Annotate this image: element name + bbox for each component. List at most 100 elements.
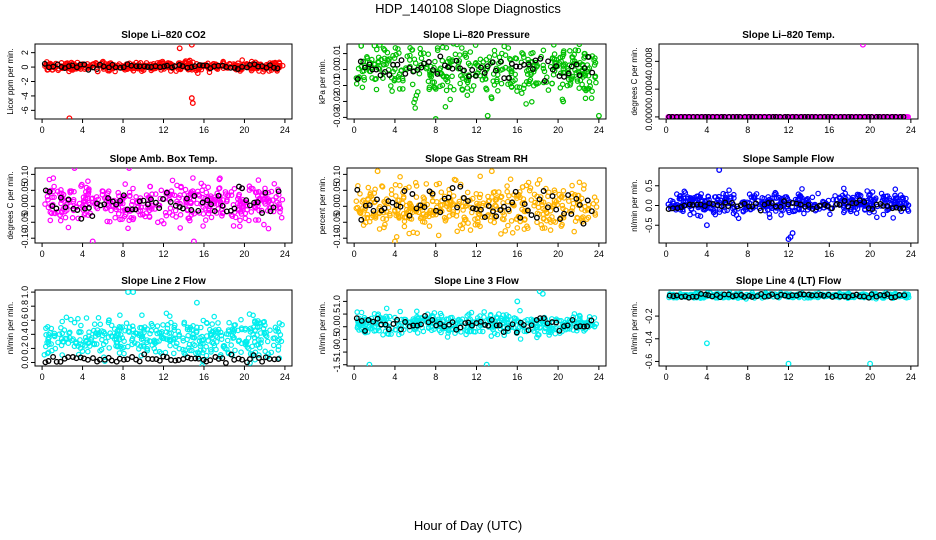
data-point	[382, 68, 388, 75]
data-point	[553, 44, 558, 45]
data-point	[824, 203, 831, 210]
data-point	[436, 318, 443, 324]
data-point	[895, 114, 901, 119]
data-point	[478, 64, 484, 71]
data-point	[203, 352, 210, 359]
data-point	[698, 198, 705, 205]
data-point	[477, 56, 484, 63]
data-point	[396, 86, 403, 92]
data-point	[251, 199, 258, 206]
data-point	[569, 208, 575, 214]
data-point	[389, 199, 396, 206]
data-point	[504, 325, 511, 332]
data-point	[138, 352, 145, 359]
data-point	[101, 201, 108, 208]
data-point	[466, 73, 473, 80]
data-point	[494, 88, 501, 94]
data-point	[452, 177, 459, 184]
data-point	[46, 176, 53, 183]
data-point	[148, 320, 155, 327]
data-point	[129, 354, 136, 360]
y-tick-label: 0.0	[644, 199, 654, 212]
data-point	[244, 359, 250, 366]
data-point	[517, 214, 524, 221]
data-point	[520, 321, 527, 328]
outlier-point	[71, 168, 78, 171]
outlier-point	[189, 100, 196, 107]
data-point	[57, 194, 64, 201]
data-point	[224, 198, 230, 205]
data-point	[498, 317, 505, 324]
data-point	[374, 196, 380, 203]
data-point	[705, 193, 712, 200]
data-point	[219, 62, 225, 68]
y-tick-label: -0.02	[332, 91, 342, 112]
data-point	[527, 185, 534, 191]
data-point	[178, 183, 184, 190]
data-point	[256, 352, 262, 358]
data-point	[275, 347, 282, 353]
data-point	[443, 87, 450, 94]
data-point	[768, 200, 775, 206]
data-points	[41, 44, 286, 119]
data-point	[270, 204, 277, 211]
data-point	[889, 205, 896, 212]
data-point	[41, 351, 48, 358]
x-tick-label: 12	[158, 249, 168, 259]
data-point	[273, 194, 280, 200]
data-point	[144, 326, 151, 332]
data-point	[109, 198, 116, 205]
data-point	[238, 349, 244, 356]
data-point	[76, 200, 83, 207]
data-point	[116, 350, 123, 356]
data-point	[569, 204, 576, 211]
data-point	[141, 351, 148, 358]
data-point	[576, 72, 583, 79]
data-point	[778, 206, 785, 213]
data-point	[484, 63, 491, 70]
data-point	[573, 61, 580, 68]
data-point	[476, 194, 483, 201]
data-point	[129, 198, 136, 205]
data-point	[479, 328, 486, 335]
data-point	[523, 68, 530, 74]
y-tick-label: 0.0000	[644, 103, 654, 131]
data-point	[805, 291, 812, 298]
data-point	[365, 184, 372, 191]
data-point	[513, 329, 520, 336]
outlier-point	[188, 95, 195, 102]
data-point	[358, 44, 364, 49]
data-point	[86, 329, 92, 336]
data-point	[246, 311, 253, 317]
data-point	[500, 312, 507, 319]
data-point	[411, 68, 417, 74]
outlier-point	[89, 238, 96, 243]
data-point	[546, 332, 553, 338]
data-point	[382, 221, 388, 228]
data-point	[231, 205, 238, 212]
data-point	[498, 231, 504, 237]
x-tick-label: 24	[280, 249, 290, 259]
data-point	[367, 325, 374, 332]
data-point	[255, 355, 262, 361]
data-point	[477, 206, 484, 213]
data-point	[551, 187, 558, 194]
outlier-point	[789, 230, 796, 237]
data-point	[666, 292, 673, 299]
data-point	[447, 84, 454, 90]
data-point	[176, 345, 183, 352]
outlier-point	[176, 45, 183, 52]
data-point	[353, 198, 360, 205]
data-points	[665, 168, 912, 243]
data-point	[865, 205, 872, 212]
data-point	[593, 204, 600, 210]
data-point	[746, 203, 753, 210]
data-point	[264, 207, 271, 214]
x-tick-label: 20	[239, 372, 249, 382]
x-tick-label: 24	[594, 372, 604, 382]
data-point	[462, 320, 469, 327]
y-tick-label: 0.2	[20, 342, 30, 355]
data-point	[437, 209, 444, 216]
